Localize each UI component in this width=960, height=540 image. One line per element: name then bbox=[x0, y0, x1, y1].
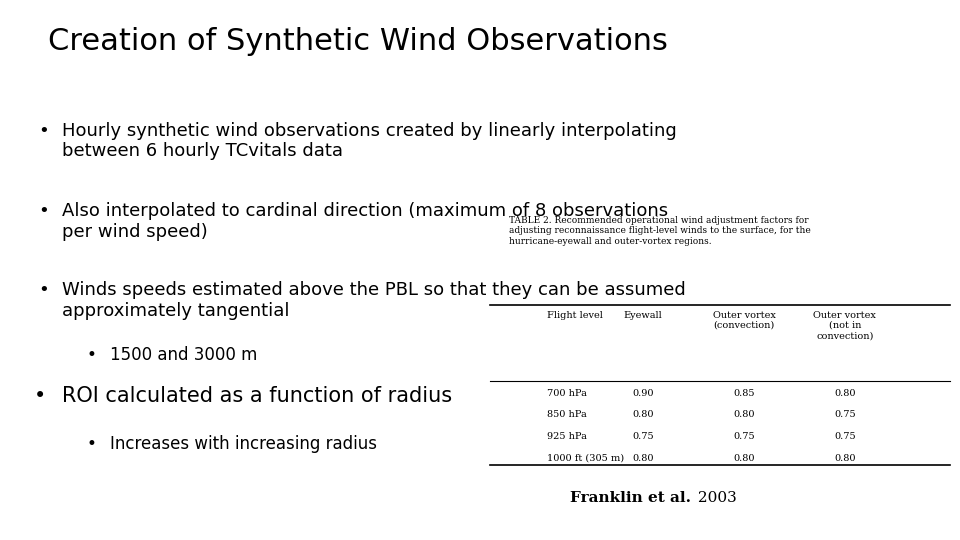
Text: 0.75: 0.75 bbox=[633, 432, 654, 441]
Text: 0.80: 0.80 bbox=[733, 454, 755, 463]
Text: •: • bbox=[34, 386, 46, 406]
Text: Franklin et al.: Franklin et al. bbox=[570, 491, 691, 505]
Text: Outer vortex
(convection): Outer vortex (convection) bbox=[712, 310, 776, 330]
Text: Flight level: Flight level bbox=[547, 310, 603, 320]
Text: 0.75: 0.75 bbox=[834, 432, 855, 441]
Text: •: • bbox=[86, 435, 96, 453]
Text: Increases with increasing radius: Increases with increasing radius bbox=[110, 435, 377, 453]
Text: 850 hPa: 850 hPa bbox=[547, 410, 587, 420]
Text: 1000 ft (305 m): 1000 ft (305 m) bbox=[547, 454, 624, 463]
Text: 0.85: 0.85 bbox=[733, 389, 755, 398]
Text: ROI calculated as a function of radius: ROI calculated as a function of radius bbox=[62, 386, 452, 406]
Text: 2003: 2003 bbox=[693, 491, 737, 505]
Text: 0.80: 0.80 bbox=[834, 454, 855, 463]
Text: 0.75: 0.75 bbox=[834, 410, 855, 420]
Text: 700 hPa: 700 hPa bbox=[547, 389, 588, 398]
Text: 1500 and 3000 m: 1500 and 3000 m bbox=[110, 346, 258, 363]
Text: Hourly synthetic wind observations created by linearly interpolating
between 6 h: Hourly synthetic wind observations creat… bbox=[62, 122, 677, 160]
Text: 0.80: 0.80 bbox=[834, 389, 855, 398]
Text: Eyewall: Eyewall bbox=[624, 310, 662, 320]
Text: •: • bbox=[38, 281, 49, 299]
Text: TABLE 2. Recommended operational wind adjustment factors for
adjusting reconnais: TABLE 2. Recommended operational wind ad… bbox=[509, 216, 810, 246]
Text: 0.75: 0.75 bbox=[733, 432, 755, 441]
Text: Outer vortex
(not in
convection): Outer vortex (not in convection) bbox=[813, 310, 876, 340]
Text: 0.90: 0.90 bbox=[633, 389, 654, 398]
Text: •: • bbox=[86, 346, 96, 363]
Text: •: • bbox=[38, 202, 49, 220]
Text: •: • bbox=[38, 122, 49, 139]
Text: Also interpolated to cardinal direction (maximum of 8 observations
per wind spee: Also interpolated to cardinal direction … bbox=[62, 202, 668, 241]
Text: 0.80: 0.80 bbox=[733, 410, 755, 420]
Text: 925 hPa: 925 hPa bbox=[547, 432, 588, 441]
Text: Creation of Synthetic Wind Observations: Creation of Synthetic Wind Observations bbox=[48, 27, 668, 56]
Text: 0.80: 0.80 bbox=[633, 410, 654, 420]
Text: 0.80: 0.80 bbox=[633, 454, 654, 463]
Text: Winds speeds estimated above the PBL so that they can be assumed
approximately t: Winds speeds estimated above the PBL so … bbox=[62, 281, 686, 320]
